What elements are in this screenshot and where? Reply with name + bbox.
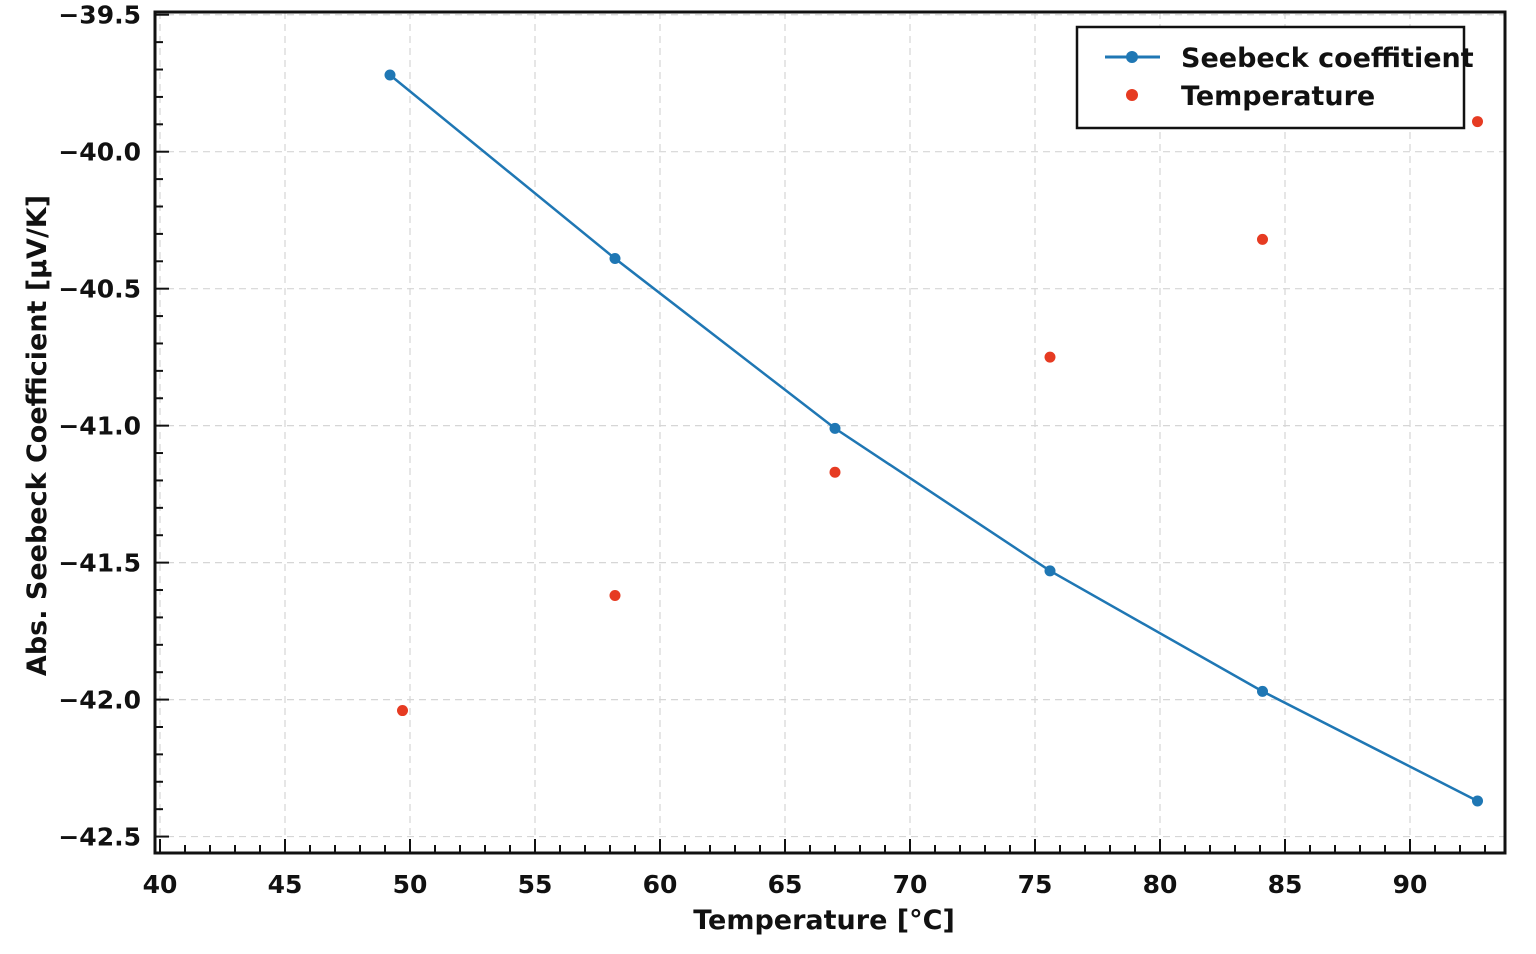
temperature-point [609,589,621,601]
seebeck-point [384,69,396,81]
y-tick-label: −40.5 [58,275,141,304]
x-tick-label: 40 [143,870,178,899]
legend: Seebeck coeffitient Temperature [1075,25,1474,130]
series [384,69,1483,807]
x-tick-label: 90 [1393,870,1428,899]
x-tick-label: 50 [393,870,428,899]
x-tick-label: 55 [518,870,553,899]
grid [155,12,1505,853]
axis-ticks: 40 45 50 55 60 65 70 75 80 85 90 −39.5 −40.0 −40.5 −41… [58,1,1486,899]
y-tick-label: −42.5 [58,823,141,852]
legend-swatch-marker [1126,89,1138,101]
seebeck-point [829,422,841,434]
x-axis-title: Temperature [°C] [693,905,955,936]
seebeck-series-line [389,74,1479,803]
legend-box [1075,25,1466,130]
temperature-point [1044,351,1056,363]
temperature-point [1472,116,1483,128]
temperature-point [1257,233,1268,245]
x-tick-label: 60 [643,870,678,899]
x-tick-label: 85 [1268,870,1303,899]
y-tick-label: −40.0 [58,138,141,167]
plot-frame [153,10,1507,855]
x-tick-label: 80 [1143,870,1178,899]
legend-label: Seebeck coeffitient [1181,43,1474,74]
seebeck-point [1044,565,1056,577]
legend-swatch-marker [1126,51,1138,63]
x-tick-label: 75 [1018,870,1053,899]
x-tick-label: 45 [268,870,303,899]
x-tick-label: 65 [768,870,803,899]
y-tick-label: −41.0 [58,412,141,441]
seebeck-point [1472,795,1483,807]
x-tick-label: 70 [893,870,928,899]
seebeck-point [609,253,621,265]
y-tick-label: −41.5 [58,549,141,578]
y-tick-label: −42.0 [58,686,141,715]
legend-label: Temperature [1181,81,1375,112]
temperature-point [829,466,841,478]
y-axis-title: Abs. Seebeck Coefficient [µV/K] [22,195,53,676]
y-tick-label: −39.5 [58,1,141,30]
temperature-point [397,705,408,717]
seebeck-point [1257,685,1268,697]
